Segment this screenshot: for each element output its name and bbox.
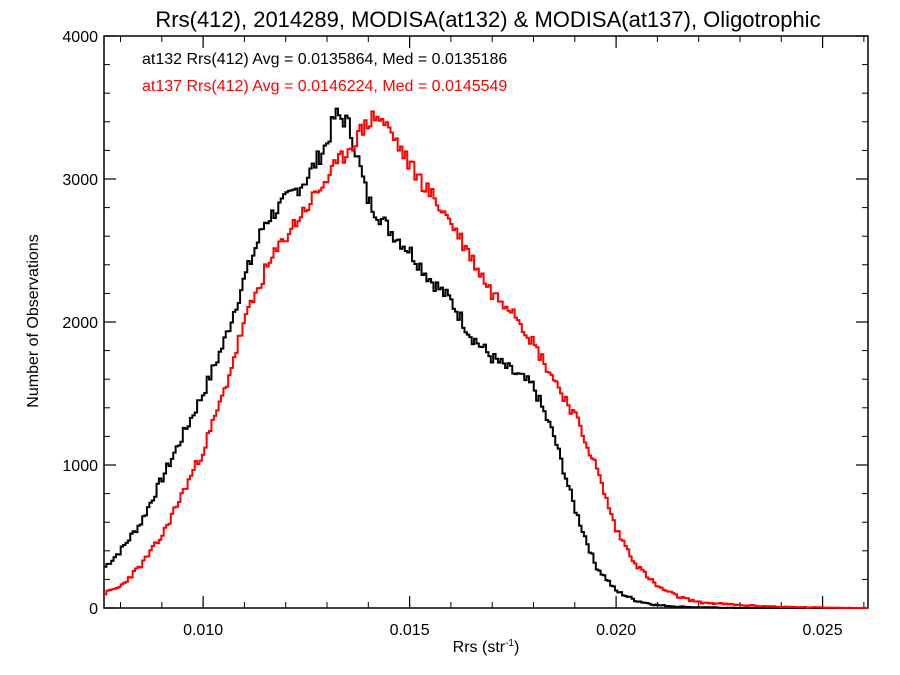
- series-line-at132: [104, 107, 868, 609]
- y-axis: 0 1000 2000 3000 4000: [62, 29, 868, 618]
- legend-entry-at132: at132 Rrs(412) Avg = 0.0135864, Med = 0.…: [142, 51, 507, 68]
- legend-entry-at137: at137 Rrs(412) Avg = 0.0146224, Med = 0.…: [142, 78, 507, 95]
- x-tick-label: 0.015: [390, 622, 430, 639]
- series-group: [104, 107, 868, 609]
- y-axis-label: Number of Observations: [25, 234, 42, 407]
- plot-frame: [103, 35, 869, 609]
- x-axis: 0.010 0.015 0.020 0.025: [120, 36, 865, 639]
- x-tick-label: 0.010: [183, 622, 223, 639]
- y-tick-label: 1000: [62, 458, 98, 475]
- x-tick-label: 0.025: [803, 622, 843, 639]
- x-axis-label-superscript: -1: [505, 638, 514, 649]
- x-tick-label: 0.020: [596, 622, 636, 639]
- chart-title: Rrs(412), 2014289, MODISA(at132) & MODIS…: [155, 7, 820, 32]
- y-tick-label: 0: [89, 601, 98, 618]
- x-axis-label-main: Rrs (str: [453, 639, 506, 656]
- x-axis-label-end: ): [514, 639, 519, 656]
- y-tick-label: 4000: [62, 29, 98, 46]
- y-tick-label: 2000: [62, 315, 98, 332]
- x-axis-label: Rrs (str-1): [453, 638, 520, 656]
- series-line-at137: [104, 110, 868, 609]
- y-tick-label: 3000: [62, 172, 98, 189]
